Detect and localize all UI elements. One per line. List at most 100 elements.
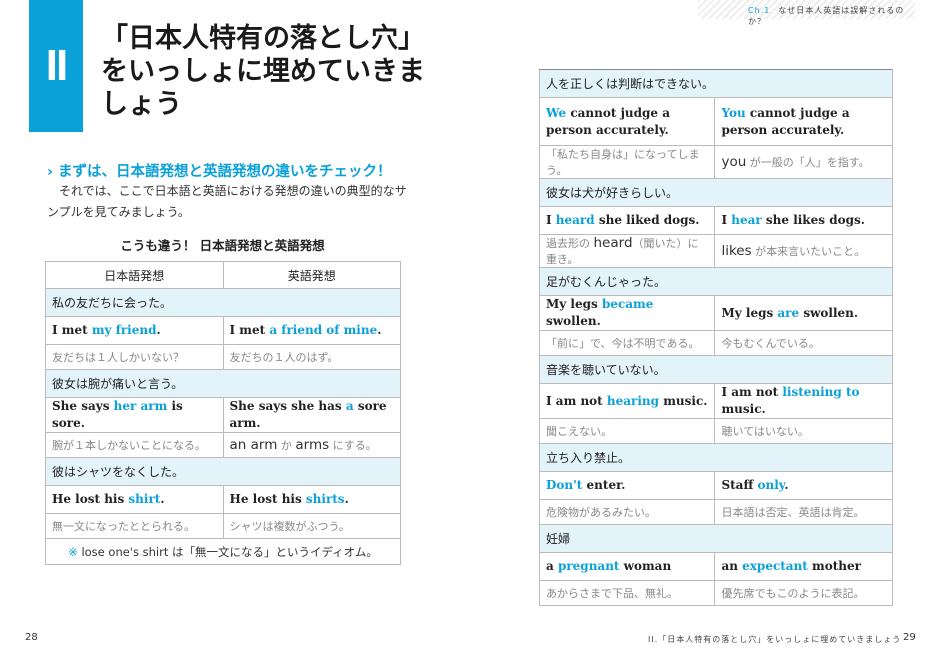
japanese-style-note: 過去形の heard（聞いた）に重き。 [538,234,716,268]
japanese-style-sentence: My legs became swollen. [538,295,716,331]
english-row: He lost his shirt. He lost his shirts. [45,485,401,514]
note-row: 「前に」で、今は不明である。 今もむくんでいる。 [538,330,893,356]
text-segment: . [344,492,349,506]
reference-mark: ※ [68,544,78,559]
comparison-table-right: 人を正しくは判断はできない。 We cannot judge a person a… [538,69,893,606]
japanese-sentence: 彼女は腕が痛いと言う。 [45,369,401,398]
highlighted-phrase: shirts [305,492,345,506]
highlighted-phrase: Don't [546,478,583,492]
highlighted-phrase: hear [731,213,762,227]
japanese-style-sentence: Don't enter. [538,471,716,500]
japanese-sentence: 彼女は犬が好きらしい。 [539,178,893,207]
text-segment: likes [721,243,752,259]
text-segment: cannot judge a person accurately. [546,105,671,137]
text-segment: My legs [546,297,602,311]
text-segment: 腕が１本しかないことになる。 [52,439,206,452]
highlighted-phrase: her arm [113,399,168,413]
text-segment: 今もむくんでいる。 [721,337,820,350]
text-segment: I met [229,323,270,337]
running-footer: II.「日本人特有の落とし穴」をいっしょに埋めていきましょう [648,635,902,644]
highlighted-phrase: a friend of mine [269,323,378,337]
english-row: I met my friend. I met a friend of mine. [45,316,401,345]
english-row: Don't enter. Staff only. [538,471,893,500]
english-row: We cannot judge a person accurately. You … [538,97,893,146]
text-segment: I met [52,323,92,337]
row-heading: 妊婦 [539,524,893,553]
text-segment: が一般の「人」を指す。 [746,156,870,169]
comparison-table-left: 日本語発想 英語発想 私の友だちに会った。 I met my friend. I m… [45,261,401,565]
highlighted-phrase: became [601,297,654,311]
highlighted-phrase: my friend [91,323,157,337]
text-segment: 友だちは１人しかいない？ [52,351,184,364]
text-segment: 無一文になったととられる。 [52,520,195,533]
footnote-text: lose one's shirt は「無一文になる」というイディオム。 [77,544,378,559]
japanese-style-note: 「私たち自身は」になってしまう。 [538,145,716,179]
text-segment: sore arm. [229,399,387,430]
highlighted-phrase: You [721,105,746,120]
text-segment: が本来言いたいこと。 [751,245,866,258]
text-segment: a [546,559,558,573]
text-segment: enter. [582,478,626,492]
page-number-right: 29 [903,632,916,643]
highlighted-phrase: only [757,478,785,492]
text-segment: I am not [721,385,783,399]
lead-text: まずは、日本語発想と英語発想の違いをチェック！ [58,164,392,180]
text-segment: I [546,213,556,227]
japanese-style-note: 友だちは１人しかいない？ [45,344,224,370]
text-segment: I [721,213,732,227]
chapter-number-block: II [29,0,83,132]
text-segment: He lost his [229,492,306,506]
note-row: 危険物があるみたい。 日本語は否定、英語は肯定。 [538,499,893,525]
note-row: 聞こえない。 聴いてはいない。 [538,418,893,444]
page-number-left: 28 [25,632,38,643]
highlighted-phrase: hearing [606,393,660,408]
text-segment: 日本語は否定、英語は肯定。 [721,506,865,519]
text-segment: か [277,439,296,452]
japanese-style-note: 無一文になったととられる。 [45,513,224,539]
japanese-style-sentence: I heard she liked dogs. [538,206,716,235]
english-style-note: シャツは複数がふつう。 [222,513,401,539]
running-header: Ch.1 なぜ日本人英語は誤解されるのか？ [698,0,915,26]
lead-heading: › まずは、日本語発想と英語発想の違いをチェック！ [47,160,392,181]
text-segment: music. [721,402,766,416]
row-heading: 彼はシャツをなくした。 [45,457,401,486]
text-segment: 聞こえない。 [546,425,612,438]
text-segment: 危険物があるみたい。 [546,506,656,519]
text-segment: . [156,323,161,337]
page-title: 「日本人特有の落とし穴」をいっしょに埋めていきましょう [101,23,425,120]
english-style-sentence: I met a friend of mine. [222,316,401,345]
row-heading: 足がむくんじゃった。 [539,267,893,296]
japanese-style-note: 聞こえない。 [538,418,716,444]
japanese-sentence: 音楽を聴いていない。 [539,355,893,384]
english-row: She says her arm is sore. She says she ha… [45,397,401,433]
text-segment: . [160,492,165,506]
highlighted-phrase: a [345,399,354,413]
japanese-style-sentence: He lost his shirt. [45,485,224,514]
highlighted-phrase: heard [555,213,595,227]
english-style-sentence: You cannot judge a person accurately. [714,97,893,146]
english-style-note: 友だちの１人のはず。 [222,344,401,370]
running-header-title: なぜ日本人英語は誤解されるのか？ [748,6,905,26]
english-style-note: 聴いてはいない。 [714,418,893,444]
highlighted-phrase: listening to [782,385,860,399]
row-heading: 彼女は犬が好きらしい。 [539,178,893,207]
text-segment: heard [593,235,633,251]
japanese-style-note: 危険物があるみたい。 [538,499,716,525]
japanese-sentence: 彼はシャツをなくした。 [45,457,401,486]
text-segment: swollen. [546,314,601,328]
highlighted-phrase: shirt [128,492,161,506]
japanese-style-note: あからさまで下品、無礼。 [538,580,716,606]
english-style-sentence: Staff only. [714,471,893,500]
body-text: それでは、ここで日本語と英語における発想の違いの典型的なサンプルを見てみましょう… [47,184,407,219]
text-segment: 友だちの１人のはず。 [229,351,339,364]
note-row: 過去形の heard（聞いた）に重き。 likes が本来言いたいこと。 [538,234,893,268]
row-heading: 彼女は腕が痛いと言う。 [45,369,401,398]
text-segment: mother [807,559,861,573]
text-segment: music. [659,393,708,408]
text-segment: an [721,559,743,573]
english-style-sentence: I am not listening to music. [714,383,893,419]
footnote: ※ lose one's shirt は「無一文になる」というイディオム。 [45,538,401,565]
text-segment: swollen. [799,305,859,320]
text-segment: 優先席でもこのように表記。 [721,587,865,600]
japanese-sentence: 妊婦 [539,524,893,553]
